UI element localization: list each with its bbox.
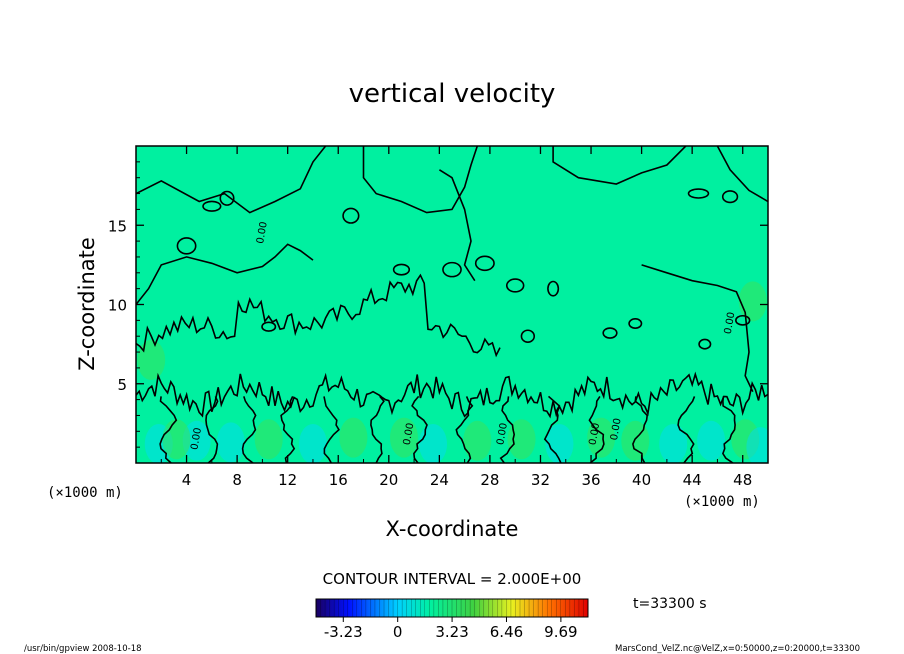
velocity-cell [216, 422, 245, 463]
velocity-cell [621, 420, 650, 461]
contour-cell [735, 314, 751, 326]
contour-cell [721, 190, 739, 204]
contour-line [411, 395, 428, 463]
contour-line [370, 395, 385, 463]
x-axis-label: X-coordinate [386, 517, 519, 541]
plot-background [136, 146, 768, 463]
contour-cell [261, 321, 277, 332]
contour-line [588, 395, 605, 463]
contour-cell [628, 318, 643, 329]
chart-title: vertical velocity [349, 79, 556, 109]
contour-label: 0.00 [588, 422, 603, 446]
contour-line [543, 395, 562, 463]
velocity-cell [545, 423, 574, 463]
contour-line [136, 273, 501, 358]
y-tick-label: 5 [117, 376, 127, 394]
contour-line [136, 146, 327, 214]
velocity-cell [137, 339, 166, 380]
contour-line [716, 146, 768, 203]
contour-cell [392, 263, 411, 276]
colorbar-tick-label: 9.69 [544, 623, 577, 641]
contour-line [159, 396, 178, 463]
contour-line [136, 243, 314, 305]
colorbar-tick-label: 3.23 [435, 623, 468, 641]
colorbar-tick-label: 0 [393, 623, 403, 641]
x-tick-label: 12 [278, 471, 297, 489]
contour-line [241, 396, 257, 463]
x-tick-label: 20 [379, 471, 398, 489]
plot-area: 0.00 0.00 0.00 0.00 0.00 0.00 0.00 [135, 145, 769, 464]
contour-line [722, 396, 736, 463]
footer-left: /usr/bin/gpview 2008-10-18 [24, 644, 142, 654]
contour-cell [547, 280, 560, 297]
velocity-cell [339, 417, 368, 458]
contour-cell [602, 327, 618, 339]
velocity-cell [507, 419, 536, 460]
contour-cell [219, 190, 235, 206]
contour-label: 0.00 [723, 311, 738, 335]
colorbar-tick-label: -3.23 [324, 623, 363, 641]
x-tick-label: 32 [531, 471, 550, 489]
footer-right: MarsCond_VelZ.nc@VelZ,x=0:50000,z=0:2000… [615, 644, 860, 654]
velocity-cell [182, 420, 211, 461]
velocity-cell [738, 281, 767, 322]
contour-line [205, 396, 219, 463]
x-tick-label: 40 [632, 471, 651, 489]
velocity-cell [419, 423, 448, 463]
contour-cell [442, 261, 462, 278]
contour-label: 0.00 [255, 221, 270, 245]
contour-line [632, 396, 649, 463]
x-tick-label: 28 [480, 471, 499, 489]
x-unit-left: (×1000 m) [47, 485, 123, 501]
x-tick-label: 48 [733, 471, 752, 489]
x-tick-label: 24 [430, 471, 449, 489]
velocity-cell [389, 417, 418, 458]
contour-line [455, 396, 474, 463]
contour-line [677, 396, 696, 463]
velocity-cell [659, 423, 688, 463]
x-tick-label: 16 [329, 471, 348, 489]
contour-label: 0.00 [609, 417, 624, 441]
contour-cell [687, 188, 710, 199]
y-axis-label: Z-coordinate [75, 237, 99, 371]
x-tick-label: 44 [683, 471, 702, 489]
contour-line [499, 396, 516, 463]
y-tick-label: 15 [108, 217, 127, 235]
contour-cell [342, 207, 360, 224]
velocity-cell [731, 419, 760, 460]
contour-label: 0.00 [189, 427, 204, 451]
contour-cell [520, 329, 536, 343]
velocity-cell [254, 419, 283, 460]
contour-cell [176, 237, 197, 255]
velocity-cell [697, 420, 726, 461]
velocity-cell [298, 423, 327, 463]
contour-line [323, 396, 340, 463]
x-tick-label: 4 [182, 471, 192, 489]
x-tick-label: 8 [232, 471, 242, 489]
contour-line [136, 371, 768, 419]
velocity-cell [463, 420, 492, 461]
x-unit-right: (×1000 m) [684, 494, 760, 510]
colorbar-tick-label: 6.46 [490, 623, 523, 641]
contour-line [552, 146, 687, 185]
contour-cell [202, 200, 222, 212]
contour-cell [505, 278, 525, 293]
y-tick-label: 10 [108, 297, 127, 315]
velocity-cell [746, 427, 768, 463]
contour-label: 0.00 [495, 422, 510, 446]
contour-cell [698, 338, 712, 350]
x-tick-label: 36 [581, 471, 600, 489]
time-label: t=33300 s [633, 596, 707, 612]
contour-label: 0.00 [402, 422, 417, 446]
contour-line [280, 396, 296, 463]
contour-line [641, 264, 754, 393]
contour-cell [474, 255, 495, 272]
contour-interval: CONTOUR INTERVAL = 2.000E+00 [323, 570, 582, 588]
colorbar: -3.23 0 3.23 6.46 9.69 [315, 598, 589, 641]
contour-line [438, 169, 476, 282]
contour-line [362, 146, 479, 214]
